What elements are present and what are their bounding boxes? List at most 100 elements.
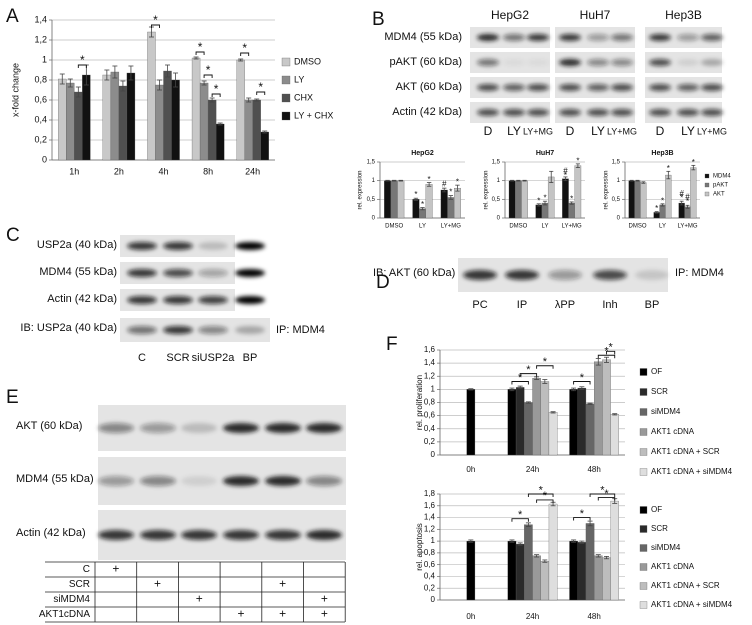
y-tick-label: 0,2 xyxy=(424,437,436,446)
ip-label: IP: MDM4 xyxy=(276,324,325,336)
bar xyxy=(640,182,647,219)
blot-row-label: AKT (60 kDa) xyxy=(396,81,462,93)
error-bar xyxy=(173,72,179,88)
bar xyxy=(425,184,433,219)
bar xyxy=(535,204,543,219)
panel-letter: A xyxy=(6,6,19,27)
blot-band xyxy=(223,530,259,540)
significance-mark: * xyxy=(543,356,548,368)
y-axis-label: rel. proliferation xyxy=(415,375,424,430)
blot-row-label: MDM4 (55 kDa) xyxy=(39,266,117,278)
bar xyxy=(568,202,575,219)
panel-letter: C xyxy=(6,225,20,246)
error-bar xyxy=(542,559,548,563)
x-tick-label: 1h xyxy=(69,166,79,176)
significance-bracket xyxy=(527,493,554,497)
blot-row-label: IB: AKT (60 kDa) xyxy=(373,267,455,279)
blot-band xyxy=(505,270,539,280)
significance-bracket xyxy=(597,497,616,501)
bar xyxy=(397,180,405,219)
significance-mark: * xyxy=(198,40,203,54)
bar xyxy=(207,99,217,161)
table-cell: + xyxy=(279,607,286,621)
legend-swatch xyxy=(281,93,291,103)
significance-bracket xyxy=(606,350,616,355)
significance-bracket xyxy=(589,493,616,497)
blot-band xyxy=(677,109,699,116)
blot-band xyxy=(181,423,217,433)
y-tick-label: 0,4 xyxy=(424,572,436,581)
blot-band xyxy=(306,476,342,486)
error-bar xyxy=(398,179,403,182)
table-cell: + xyxy=(279,577,286,591)
blot-band xyxy=(163,242,193,250)
blot-band xyxy=(503,59,525,66)
significance-mark: * xyxy=(526,364,531,376)
blot-band xyxy=(701,109,723,116)
significance-mark: * xyxy=(449,188,452,197)
bar xyxy=(569,540,578,601)
bar xyxy=(412,199,420,219)
blot-band xyxy=(198,296,228,304)
error-bar xyxy=(685,204,690,209)
blot-band xyxy=(527,34,549,41)
legend-label: AKT1 cDNA + SCR xyxy=(651,581,720,590)
bar xyxy=(466,389,476,456)
error-bar xyxy=(468,539,474,543)
significance-bracket xyxy=(195,51,205,55)
error-bar xyxy=(612,413,618,416)
y-tick-label: 1,4 xyxy=(424,513,436,522)
error-bar xyxy=(629,179,634,182)
bar xyxy=(199,82,209,161)
blot-band xyxy=(587,59,609,66)
error-bar xyxy=(569,201,574,205)
error-bar xyxy=(641,181,646,184)
error-bar xyxy=(604,556,609,560)
error-bar xyxy=(120,80,126,92)
bar xyxy=(594,555,603,601)
legend-swatch xyxy=(704,173,710,179)
bar xyxy=(507,540,517,601)
error-bar xyxy=(75,86,81,98)
legend-label: pAKT xyxy=(713,183,728,189)
y-tick-label: 1 xyxy=(372,178,376,184)
blot-band xyxy=(503,84,525,91)
significance-mark: * xyxy=(570,194,573,203)
y-tick-label: 0,6 xyxy=(424,411,436,420)
significance-mark: * xyxy=(414,190,417,199)
x-tick-label: 4h xyxy=(158,166,168,176)
chart-title: HepG2 xyxy=(411,150,434,157)
legend-swatch xyxy=(639,368,648,376)
blot-band xyxy=(587,34,609,41)
bar xyxy=(390,180,398,219)
blot-header: Hep3B xyxy=(665,8,702,22)
lane-label: D xyxy=(484,124,493,138)
table-cell: + xyxy=(196,592,203,606)
error-bar xyxy=(420,207,425,211)
y-tick-label: 0,2 xyxy=(34,134,47,144)
error-bar xyxy=(604,356,609,363)
significance-mark: # xyxy=(442,180,447,189)
blot-band xyxy=(559,34,581,41)
bar xyxy=(515,387,525,456)
significance-mark: * xyxy=(153,13,158,27)
error-bar xyxy=(391,179,397,182)
bar xyxy=(547,176,555,219)
legend-label: AKT1 cDNA xyxy=(651,562,695,571)
error-bar xyxy=(201,80,207,86)
bar xyxy=(507,389,517,456)
legend-swatch xyxy=(281,111,291,121)
y-tick-label: 1,6 xyxy=(424,345,436,354)
error-bar xyxy=(595,358,601,366)
error-bar xyxy=(217,122,223,126)
error-bar xyxy=(468,388,474,391)
y-tick-label: 1 xyxy=(42,54,47,64)
blot-strip xyxy=(98,457,346,505)
legend-label: LY + CHX xyxy=(294,110,333,120)
error-bar xyxy=(104,69,110,81)
significance-bracket xyxy=(536,365,554,369)
bar xyxy=(171,79,180,161)
bar xyxy=(665,174,672,219)
lane-label: D xyxy=(656,124,665,138)
